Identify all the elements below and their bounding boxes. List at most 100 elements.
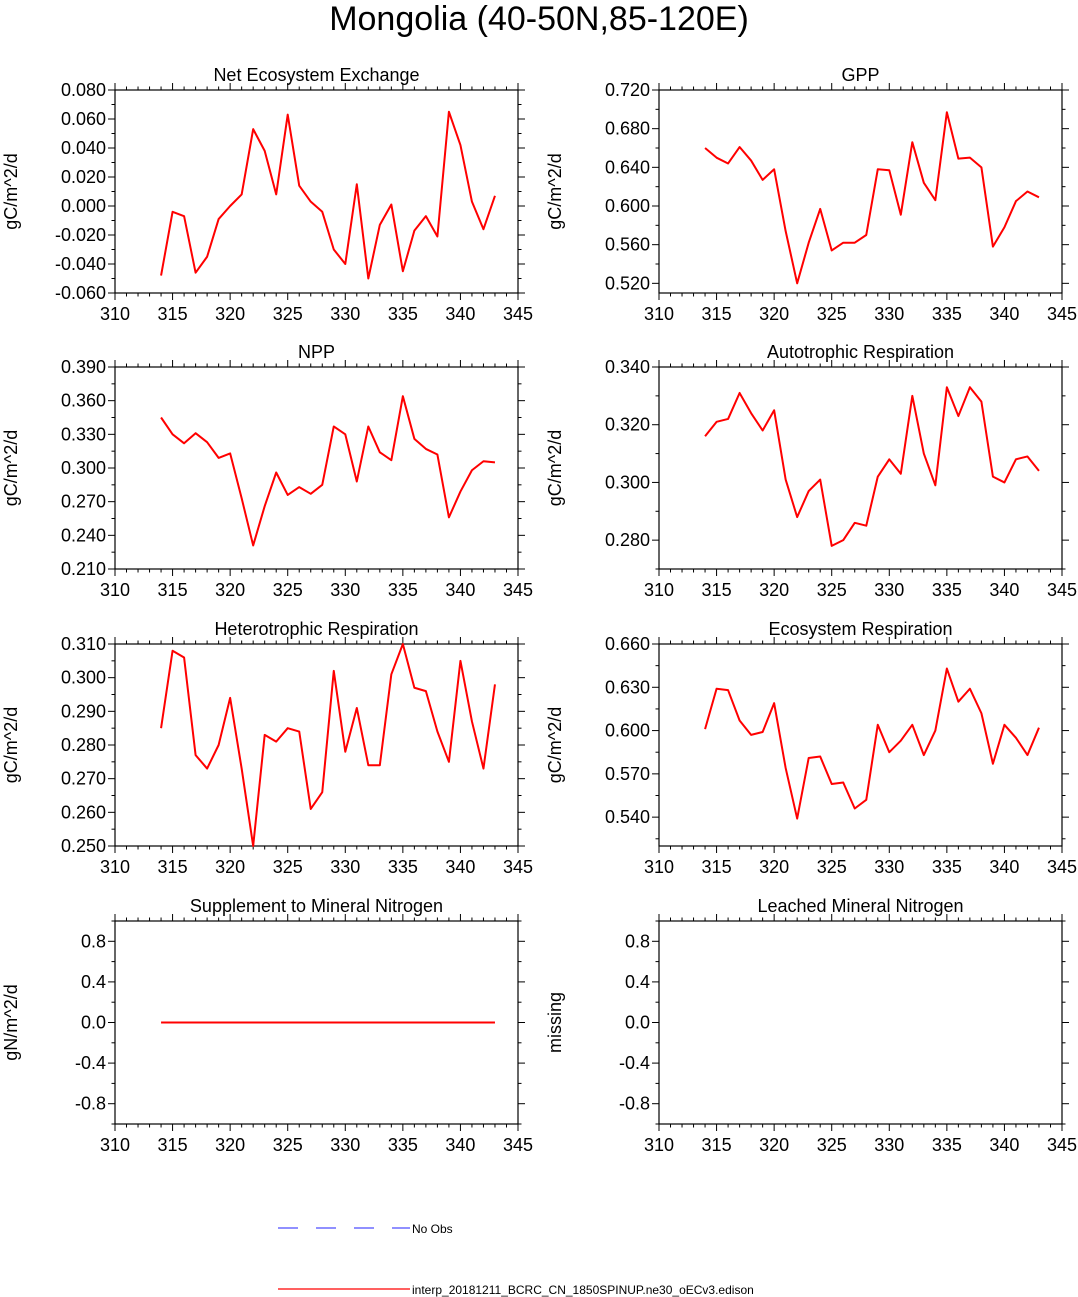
x-tick-label: 310 bbox=[644, 580, 674, 600]
x-tick-label: 320 bbox=[215, 857, 245, 877]
y-tick-label: 0.310 bbox=[61, 634, 106, 654]
y-tick-label: -0.040 bbox=[55, 254, 106, 274]
x-tick-label: 335 bbox=[388, 304, 418, 324]
x-tick-label: 320 bbox=[759, 580, 789, 600]
x-tick-label: 330 bbox=[330, 580, 360, 600]
x-tick-label: 335 bbox=[388, 1135, 418, 1155]
figure-title: Mongolia (40-50N,85-120E) bbox=[329, 0, 749, 38]
y-tick-label: 0.020 bbox=[61, 167, 106, 187]
plot-frame bbox=[114, 643, 519, 847]
x-tick-label: 325 bbox=[817, 304, 847, 324]
y-axis-label: gC/m^2/d bbox=[545, 153, 565, 229]
x-tick-label: 310 bbox=[644, 857, 674, 877]
plot-frame bbox=[114, 366, 519, 570]
x-tick-label: 320 bbox=[215, 1135, 245, 1155]
y-tick-label: 0.300 bbox=[61, 458, 106, 478]
y-axis-label: gC/m^2/d bbox=[1, 430, 21, 506]
y-axis-label: gC/m^2/d bbox=[1, 153, 21, 229]
series-line bbox=[704, 667, 1040, 820]
y-tick-label: 0.060 bbox=[61, 109, 106, 129]
y-tick-label: 0.720 bbox=[605, 80, 650, 100]
chart-panel-3: NPP gC/m^2/d 310 315 320 325 330 335 340 345 0.210… bbox=[1, 342, 533, 600]
series-line bbox=[160, 395, 496, 547]
y-tick-label: 0.390 bbox=[61, 357, 106, 377]
x-tick-label: 325 bbox=[273, 857, 303, 877]
panel-title: Leached Mineral Nitrogen bbox=[757, 896, 963, 916]
y-tick-label: 0.4 bbox=[81, 972, 106, 992]
y-tick-label: 0.270 bbox=[61, 492, 106, 512]
y-tick-label: -0.020 bbox=[55, 225, 106, 245]
x-tick-label: 340 bbox=[989, 580, 1019, 600]
panel-title: Ecosystem Respiration bbox=[768, 619, 952, 639]
x-tick-label: 315 bbox=[702, 857, 732, 877]
y-tick-label: 0.340 bbox=[605, 357, 650, 377]
panel-title: Supplement to Mineral Nitrogen bbox=[190, 896, 443, 916]
plot-frame bbox=[658, 643, 1063, 847]
chart-panel-4: Autotrophic Respiration gC/m^2/d 310 315 320… bbox=[545, 342, 1077, 600]
plot-frame bbox=[114, 89, 519, 294]
x-tick-label: 335 bbox=[388, 857, 418, 877]
x-tick-label: 335 bbox=[932, 580, 962, 600]
chart-panel-1: Net Ecosystem Exchange gC/m^2/d 310 315 320 3… bbox=[1, 65, 533, 324]
y-axis-label: gC/m^2/d bbox=[545, 430, 565, 506]
y-tick-label: 0.260 bbox=[61, 802, 106, 822]
x-tick-label: 330 bbox=[874, 1135, 904, 1155]
x-tick-label: 330 bbox=[874, 857, 904, 877]
y-tick-label: 0.560 bbox=[605, 235, 650, 255]
x-tick-label: 340 bbox=[989, 304, 1019, 324]
x-tick-label: 345 bbox=[1047, 1135, 1077, 1155]
panel-title: GPP bbox=[841, 65, 879, 85]
x-tick-label: 340 bbox=[445, 580, 475, 600]
y-tick-label: 0.320 bbox=[605, 415, 650, 435]
y-tick-label: 0.000 bbox=[61, 196, 106, 216]
x-tick-label: 315 bbox=[702, 580, 732, 600]
panel-title: Heterotrophic Respiration bbox=[214, 619, 418, 639]
y-tick-label: 0.680 bbox=[605, 119, 650, 139]
y-tick-label: 0.250 bbox=[61, 836, 106, 856]
y-tick-label: 0.330 bbox=[61, 424, 106, 444]
y-tick-label: 0.300 bbox=[61, 668, 106, 688]
x-tick-label: 340 bbox=[989, 857, 1019, 877]
y-tick-label: 0.540 bbox=[605, 807, 650, 827]
x-tick-label: 310 bbox=[100, 1135, 130, 1155]
series-line bbox=[704, 386, 1040, 547]
x-tick-label: 315 bbox=[158, 1135, 188, 1155]
y-tick-label: 0.240 bbox=[61, 525, 106, 545]
y-tick-label: 0.660 bbox=[605, 634, 650, 654]
y-tick-label: 0.280 bbox=[61, 735, 106, 755]
y-tick-label: 0.520 bbox=[605, 273, 650, 293]
x-tick-label: 315 bbox=[158, 857, 188, 877]
x-tick-label: 325 bbox=[273, 1135, 303, 1155]
y-tick-label: 0.600 bbox=[605, 196, 650, 216]
chart-panel-8: Leached Mineral Nitrogen missing 310 315 320… bbox=[545, 896, 1077, 1155]
y-tick-label: 0.0 bbox=[625, 1013, 650, 1033]
x-tick-label: 320 bbox=[759, 1135, 789, 1155]
series-line bbox=[704, 111, 1040, 285]
x-tick-label: 335 bbox=[388, 580, 418, 600]
y-tick-label: 0.8 bbox=[81, 931, 106, 951]
y-tick-label: 0.570 bbox=[605, 764, 650, 784]
series-line bbox=[160, 643, 496, 847]
x-tick-label: 345 bbox=[503, 857, 533, 877]
chart-panel-2: GPP gC/m^2/d 310 315 320 325 330 335 340 345 0.520… bbox=[545, 65, 1077, 324]
x-tick-label: 320 bbox=[759, 857, 789, 877]
x-tick-label: 310 bbox=[100, 857, 130, 877]
y-tick-label: -0.4 bbox=[619, 1053, 650, 1073]
plot-frame bbox=[658, 920, 1063, 1125]
x-tick-label: 315 bbox=[702, 1135, 732, 1155]
x-tick-label: 315 bbox=[702, 304, 732, 324]
x-tick-label: 310 bbox=[644, 304, 674, 324]
x-tick-label: 340 bbox=[989, 1135, 1019, 1155]
y-tick-label: 0.8 bbox=[625, 931, 650, 951]
plot-frame bbox=[658, 366, 1063, 570]
y-tick-label: 0.080 bbox=[61, 80, 106, 100]
x-tick-label: 325 bbox=[273, 304, 303, 324]
y-tick-label: -0.4 bbox=[75, 1053, 106, 1073]
panel-title: Autotrophic Respiration bbox=[767, 342, 954, 362]
x-tick-label: 315 bbox=[158, 304, 188, 324]
series-line bbox=[160, 110, 496, 280]
x-tick-label: 330 bbox=[874, 304, 904, 324]
chart-panel-6: Ecosystem Respiration gC/m^2/d 310 315 320 32… bbox=[545, 619, 1077, 877]
legend-model-label: interp_20181211_BCRC_CN_1850SPINUP.ne30_… bbox=[412, 1283, 754, 1297]
